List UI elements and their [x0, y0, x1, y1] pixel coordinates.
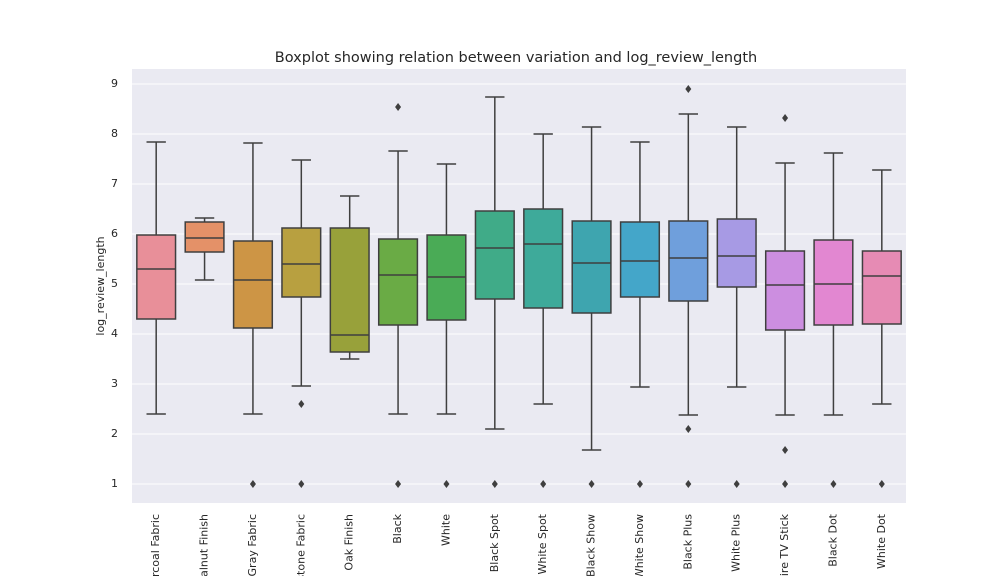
- x-tick-label: Black Show: [585, 514, 598, 576]
- outlier: [685, 425, 692, 433]
- x-tick-label: Black Dot: [826, 513, 839, 566]
- y-tick-label: 2: [111, 427, 118, 440]
- box: [523, 208, 564, 309]
- x-tick-label: Walnut Finish: [198, 514, 211, 576]
- outlier: [636, 480, 643, 488]
- y-tick-label: 5: [111, 277, 118, 290]
- x-tick-label: White Show: [633, 514, 646, 576]
- outlier: [782, 446, 789, 454]
- outlier: [395, 103, 402, 111]
- x-tick-label: Black Spot: [488, 513, 501, 572]
- x-tick-label: Sandstone Fabric: [294, 514, 307, 576]
- box: [136, 234, 177, 320]
- x-tick-label: Heather Gray Fabric: [246, 514, 259, 576]
- box: [764, 250, 806, 331]
- y-tick-label: 8: [111, 127, 118, 140]
- y-tick-label: 7: [111, 177, 118, 190]
- outlier: [733, 480, 740, 488]
- x-tick-label: Oak Finish: [343, 514, 356, 571]
- box: [716, 218, 757, 288]
- box: [668, 220, 709, 302]
- x-tick-label: White Spot: [536, 513, 549, 574]
- outlier: [782, 114, 789, 122]
- x-tick-label: White Dot: [875, 513, 888, 569]
- box: [281, 227, 322, 298]
- x-tick-label: White: [439, 514, 452, 546]
- outlier: [395, 480, 402, 488]
- chart-title: Boxplot showing relation between variati…: [275, 50, 757, 66]
- x-tick-label: White Plus: [730, 514, 743, 572]
- outlier: [249, 480, 256, 488]
- box: [232, 240, 274, 329]
- x-tick-label: Charcoal Fabric: [149, 514, 162, 576]
- outlier: [878, 480, 885, 488]
- y-tick-label: 4: [111, 327, 118, 340]
- outlier: [685, 85, 692, 93]
- outlier: [782, 480, 789, 488]
- outlier: [588, 480, 595, 488]
- box: [813, 239, 854, 326]
- outlier: [685, 480, 692, 488]
- outlier: [443, 480, 450, 488]
- outlier: [540, 480, 547, 488]
- y-axis-label: log_review_length: [94, 236, 107, 335]
- outlier: [491, 480, 498, 488]
- box: [329, 227, 370, 353]
- y-tick-label: 3: [111, 377, 118, 390]
- x-tick-label: Configuration: Fire TV Stick: [778, 513, 791, 576]
- box: [377, 238, 419, 326]
- x-tick-label: Black: [391, 513, 404, 543]
- box: [619, 221, 661, 298]
- outlier: [830, 480, 837, 488]
- y-tick-label: 6: [111, 227, 118, 240]
- box: [861, 250, 902, 325]
- y-tick-label: 9: [111, 77, 118, 90]
- outlier: [298, 400, 305, 408]
- outlier: [298, 480, 305, 488]
- box: [184, 221, 225, 253]
- box: [474, 210, 515, 300]
- box: [571, 220, 612, 314]
- y-tick-label: 1: [111, 477, 118, 490]
- x-tick-label: Black Plus: [681, 514, 694, 570]
